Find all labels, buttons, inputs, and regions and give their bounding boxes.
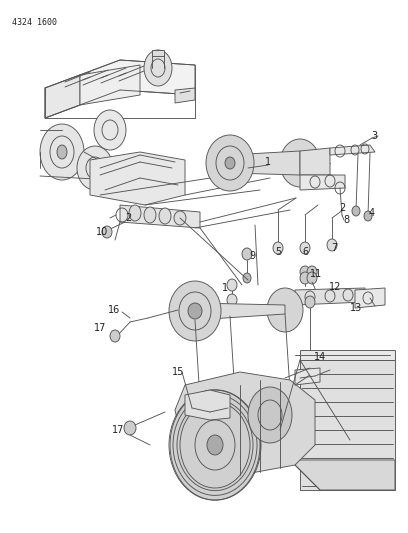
- Polygon shape: [300, 175, 345, 190]
- Ellipse shape: [57, 145, 67, 159]
- Text: 8: 8: [343, 215, 349, 225]
- Polygon shape: [300, 355, 395, 490]
- Text: 2: 2: [339, 203, 345, 213]
- Ellipse shape: [225, 157, 235, 169]
- Ellipse shape: [206, 135, 254, 191]
- Polygon shape: [45, 60, 195, 118]
- Text: 4324 1600: 4324 1600: [12, 18, 57, 27]
- Polygon shape: [195, 303, 285, 320]
- Polygon shape: [300, 350, 395, 360]
- Ellipse shape: [248, 387, 292, 443]
- Polygon shape: [230, 151, 300, 175]
- Ellipse shape: [306, 355, 314, 365]
- Ellipse shape: [170, 390, 260, 500]
- Ellipse shape: [273, 242, 283, 254]
- Text: 10: 10: [96, 227, 108, 237]
- Ellipse shape: [144, 50, 172, 86]
- Polygon shape: [330, 145, 375, 155]
- Ellipse shape: [364, 211, 372, 221]
- Polygon shape: [120, 205, 200, 228]
- Ellipse shape: [352, 206, 360, 216]
- Ellipse shape: [300, 266, 310, 278]
- Ellipse shape: [307, 272, 317, 284]
- Text: 14: 14: [314, 352, 326, 362]
- Ellipse shape: [124, 421, 136, 435]
- Ellipse shape: [174, 211, 186, 225]
- Polygon shape: [295, 288, 365, 305]
- Ellipse shape: [306, 370, 314, 380]
- Polygon shape: [45, 75, 80, 118]
- Ellipse shape: [300, 272, 310, 284]
- Polygon shape: [175, 372, 315, 475]
- Ellipse shape: [188, 303, 202, 319]
- Ellipse shape: [91, 163, 99, 173]
- Polygon shape: [152, 50, 164, 56]
- Ellipse shape: [144, 207, 156, 223]
- Text: 1: 1: [265, 157, 271, 167]
- Ellipse shape: [110, 330, 120, 342]
- Ellipse shape: [102, 226, 112, 238]
- Text: 12: 12: [329, 282, 341, 292]
- Text: 16: 16: [108, 305, 120, 315]
- Text: 2: 2: [125, 213, 131, 223]
- Ellipse shape: [227, 294, 237, 306]
- Ellipse shape: [280, 139, 320, 187]
- Polygon shape: [300, 148, 330, 175]
- Text: 17: 17: [94, 323, 106, 333]
- Ellipse shape: [40, 124, 84, 180]
- Text: 1: 1: [222, 283, 228, 293]
- Ellipse shape: [307, 266, 317, 278]
- Text: 5: 5: [275, 247, 281, 257]
- Text: 3: 3: [371, 131, 377, 141]
- Text: 6: 6: [302, 247, 308, 257]
- Ellipse shape: [243, 273, 251, 283]
- Text: 4: 4: [369, 208, 375, 218]
- Ellipse shape: [159, 208, 171, 224]
- Ellipse shape: [169, 281, 221, 341]
- Text: 17: 17: [112, 425, 124, 435]
- Ellipse shape: [227, 279, 237, 291]
- Ellipse shape: [94, 110, 126, 150]
- Ellipse shape: [267, 288, 303, 332]
- Polygon shape: [295, 368, 320, 385]
- Ellipse shape: [207, 435, 223, 455]
- Text: 7: 7: [331, 243, 337, 253]
- Polygon shape: [80, 65, 140, 105]
- Polygon shape: [355, 288, 385, 308]
- Ellipse shape: [300, 242, 310, 254]
- Text: 9: 9: [249, 251, 255, 261]
- Ellipse shape: [242, 248, 252, 260]
- Polygon shape: [185, 390, 230, 420]
- Text: 13: 13: [350, 303, 362, 313]
- Ellipse shape: [305, 296, 315, 308]
- Text: 11: 11: [310, 269, 322, 279]
- Text: 15: 15: [172, 367, 184, 377]
- Ellipse shape: [129, 205, 141, 221]
- Polygon shape: [175, 88, 195, 103]
- Polygon shape: [90, 152, 185, 205]
- Polygon shape: [290, 460, 395, 490]
- Ellipse shape: [77, 146, 113, 190]
- Ellipse shape: [327, 239, 337, 251]
